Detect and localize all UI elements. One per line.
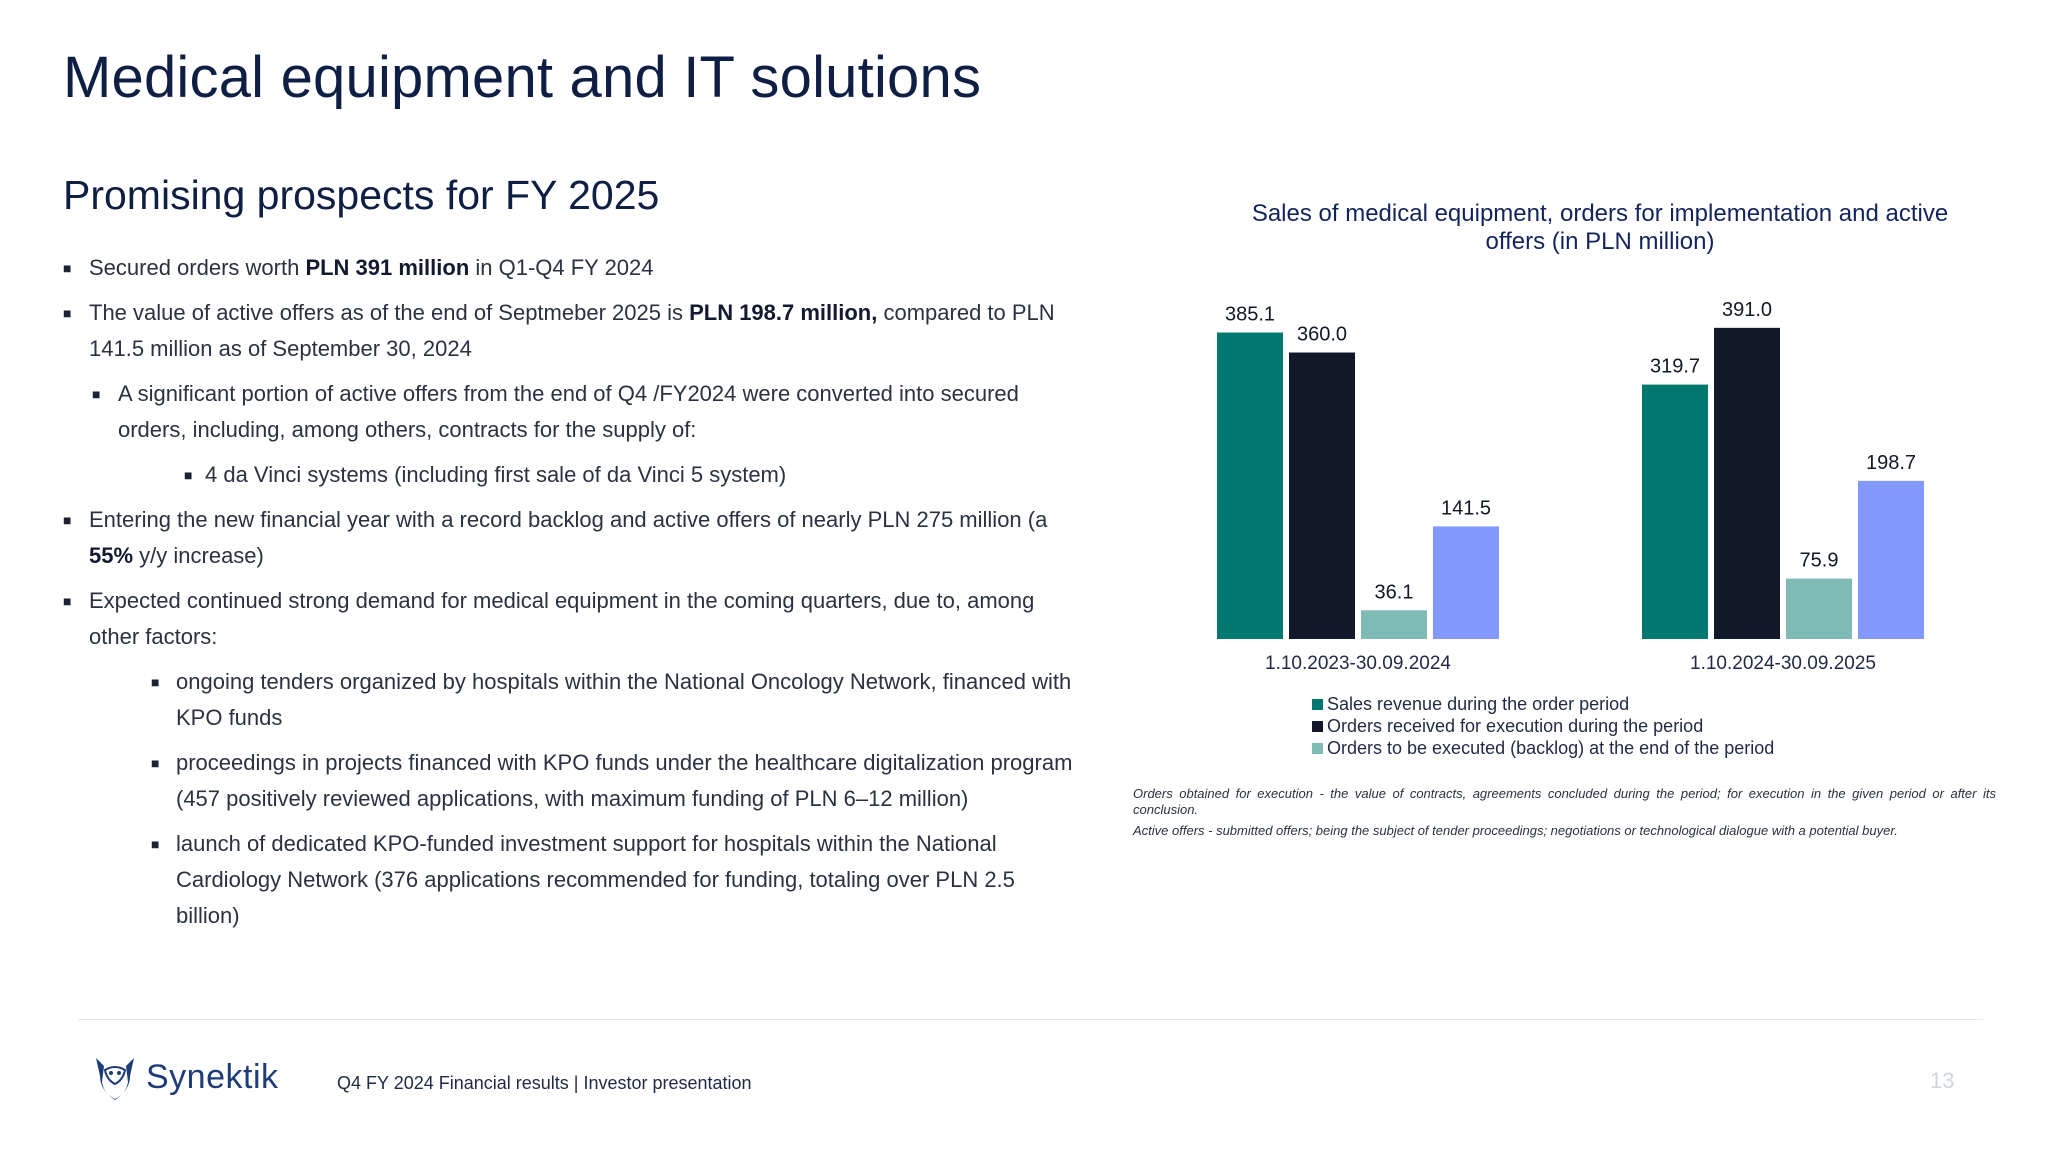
bullet-active-offers: ■ The value of active offers as of the e… (63, 295, 1073, 367)
bullet-list: ■ Secured orders worth PLN 391 million i… (63, 250, 1073, 943)
legend-item-backlog: Orders to be executed (backlog) at the e… (1312, 737, 1774, 759)
bar-value-label: 391.0 (1722, 299, 1772, 321)
bullet-oncology-tenders: ■ ongoing tenders organized by hospitals… (63, 664, 1073, 736)
bar-series1-group0 (1289, 352, 1355, 639)
bullet-expected-demand: ■ Expected continued strong demand for m… (63, 583, 1073, 655)
company-logo: Synektik (90, 1052, 279, 1102)
bullet-record-backlog: ■ Entering the new financial year with a… (63, 502, 1073, 574)
note-offers-definition: Active offers - submitted offers; being … (1133, 823, 1898, 838)
bar-value-label: 198.7 (1866, 452, 1916, 474)
bar-series0-group0 (1217, 332, 1283, 639)
slide-title: Medical equipment and IT solutions (63, 45, 982, 110)
bullet-square-icon: ■ (151, 836, 160, 852)
bullet-square-icon: ■ (63, 260, 72, 276)
bar-value-label: 385.1 (1225, 304, 1275, 326)
bar-series3-group0 (1433, 526, 1499, 639)
bullet-square-icon: ■ (63, 305, 72, 321)
bullet-square-icon: ■ (63, 593, 72, 609)
bullet-digitalization: ■ proceedings in projects financed with … (63, 745, 1073, 817)
legend-item-sales: Sales revenue during the order period (1312, 693, 1774, 715)
bar-series1-group1 (1714, 327, 1780, 639)
bullet-square-icon: ■ (151, 674, 160, 690)
page-number: 13 (1930, 1068, 1955, 1093)
footer-text: Q4 FY 2024 Financial results | Investor … (337, 1073, 752, 1093)
chart-legend: Sales revenue during the order period Or… (1312, 693, 1774, 759)
bar-series3-group1 (1858, 480, 1924, 639)
legend-swatch (1312, 720, 1323, 732)
legend-swatch (1312, 698, 1323, 710)
bar-series2-group1 (1786, 578, 1852, 639)
bullet-square-icon: ■ (184, 467, 193, 483)
footer-divider (78, 1019, 1983, 1020)
bullet-converted-offers: ■ A significant portion of active offers… (63, 376, 1073, 448)
category-label: 1.10.2024-30.09.2025 (1690, 653, 1876, 674)
bullet-square-icon: ■ (92, 386, 101, 402)
bar-value-label: 75.9 (1800, 550, 1839, 572)
synektik-logo-icon (96, 1058, 134, 1100)
category-label: 1.10.2023-30.09.2024 (1265, 653, 1451, 674)
slide-subtitle: Promising prospects for FY 2025 (63, 172, 660, 218)
legend-item-orders: Orders received for execution during the… (1312, 715, 1774, 737)
bar-value-label: 36.1 (1375, 581, 1414, 603)
bullet-square-icon: ■ (63, 512, 72, 528)
chart-title: Sales of medical equipment, orders for i… (1251, 200, 1949, 255)
bar-value-label: 319.7 (1650, 356, 1700, 378)
bar-series2-group0 (1361, 610, 1427, 639)
bar-chart: 385.1 360.0 36.1 141.5 1.10.2023-30.09.2024 3… (1217, 299, 1924, 674)
bullet-da-vinci: ■ 4 da Vinci systems (including first sa… (63, 457, 1073, 493)
bullet-cardiology: ■ launch of dedicated KPO-funded investm… (63, 826, 1073, 934)
logo-wordmark: Synektik (146, 1057, 279, 1096)
bullet-square-icon: ■ (151, 755, 160, 771)
chart-notes: Orders obtained for execution - the valu… (1133, 786, 1996, 844)
bar-value-label: 360.0 (1297, 324, 1347, 346)
note-orders-definition: Orders obtained for execution - the valu… (1133, 786, 1996, 817)
bullet-secured-orders: ■ Secured orders worth PLN 391 million i… (63, 250, 1073, 286)
bar-series0-group1 (1642, 384, 1708, 639)
legend-swatch (1312, 742, 1323, 754)
bar-value-label: 141.5 (1441, 497, 1491, 519)
